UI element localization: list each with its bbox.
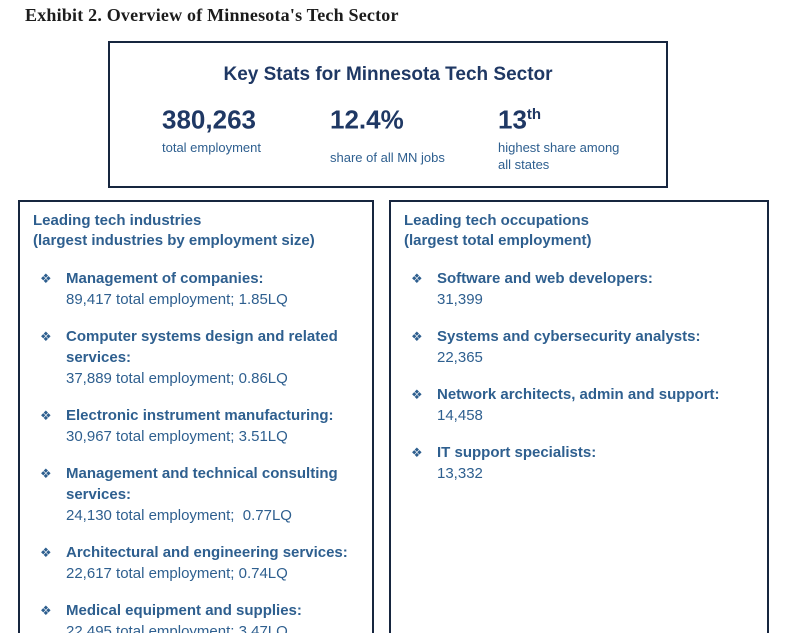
list-item: ❖ IT support specialists: 13,332 bbox=[404, 442, 755, 484]
list-item: ❖ Software and web developers: 31,399 bbox=[404, 268, 755, 310]
item-title: IT support specialists: bbox=[437, 444, 597, 461]
stat-value: 12.4% bbox=[330, 104, 404, 135]
item-title: Management and technical consulting serv… bbox=[66, 465, 338, 503]
stat-label: highest share among all states bbox=[498, 139, 620, 172]
key-stats-row: 380,263 total employment 12.4% share of … bbox=[110, 101, 666, 173]
item-detail: 31,399 bbox=[437, 291, 483, 308]
key-stats-box: Key Stats for Minnesota Tech Sector 380,… bbox=[108, 41, 668, 188]
list-item: ❖ Systems and cybersecurity analysts: 22… bbox=[404, 326, 755, 368]
diamond-bullet-icon: ❖ bbox=[40, 603, 52, 618]
item-title: Systems and cybersecurity analysts: bbox=[437, 328, 701, 345]
item-detail: 13,332 bbox=[437, 465, 483, 482]
panel-title: Leading tech industries (largest industr… bbox=[33, 211, 360, 251]
item-title: Software and web developers: bbox=[437, 270, 653, 287]
item-title: Electronic instrument manufacturing: bbox=[66, 407, 334, 424]
panel-items: ❖ Management of companies: 89,417 total … bbox=[33, 268, 360, 633]
stat-state-rank: 13th highest share among all states bbox=[498, 101, 666, 173]
panel-title-line1: Leading tech occupations bbox=[404, 212, 590, 229]
stat-label: total employment bbox=[162, 139, 261, 155]
list-item: ❖ Architectural and engineering services… bbox=[33, 542, 360, 584]
diamond-bullet-icon: ❖ bbox=[411, 445, 423, 460]
stat-share-of-jobs: 12.4% share of all MN jobs bbox=[330, 101, 498, 173]
panel-leading-tech-occupations: Leading tech occupations (largest total … bbox=[389, 200, 769, 633]
list-item: ❖ Management and technical consulting se… bbox=[33, 463, 360, 526]
stat-value: 380,263 bbox=[162, 104, 256, 135]
diamond-bullet-icon: ❖ bbox=[40, 329, 52, 344]
panel-leading-tech-industries: Leading tech industries (largest industr… bbox=[18, 200, 374, 633]
list-item: ❖ Medical equipment and supplies: 22,495… bbox=[33, 600, 360, 633]
panel-title-line2: (largest total employment) bbox=[404, 232, 592, 249]
panel-items: ❖ Software and web developers: 31,399 ❖ … bbox=[404, 268, 755, 484]
item-title: Management of companies: bbox=[66, 270, 264, 287]
item-detail: 22,495 total employment; 3.47LQ bbox=[66, 623, 288, 633]
item-title: Computer systems design and related serv… bbox=[66, 328, 338, 366]
list-item: ❖ Network architects, admin and support:… bbox=[404, 384, 755, 426]
diamond-bullet-icon: ❖ bbox=[411, 271, 423, 286]
stat-total-employment: 380,263 total employment bbox=[162, 101, 330, 173]
item-detail: 14,458 bbox=[437, 407, 483, 424]
page-title: Exhibit 2. Overview of Minnesota's Tech … bbox=[25, 5, 399, 25]
item-detail: 22,365 bbox=[437, 349, 483, 366]
item-title: Medical equipment and supplies: bbox=[66, 602, 302, 619]
panel-title-line2: (largest industries by employment size) bbox=[33, 232, 315, 249]
diamond-bullet-icon: ❖ bbox=[40, 466, 52, 481]
panels-row: Leading tech industries (largest industr… bbox=[18, 200, 787, 633]
diamond-bullet-icon: ❖ bbox=[411, 387, 423, 402]
list-item: ❖ Computer systems design and related se… bbox=[33, 326, 360, 389]
diamond-bullet-icon: ❖ bbox=[40, 545, 52, 560]
stat-label: share of all MN jobs bbox=[330, 149, 445, 165]
item-detail: 37,889 total employment; 0.86LQ bbox=[66, 370, 288, 387]
item-detail: 24,130 total employment; 0.77LQ bbox=[66, 507, 292, 524]
stat-value: 13th bbox=[498, 104, 542, 135]
diamond-bullet-icon: ❖ bbox=[40, 408, 52, 423]
panel-title-line1: Leading tech industries bbox=[33, 212, 202, 229]
item-detail: 89,417 total employment; 1.85LQ bbox=[66, 291, 288, 308]
panel-title: Leading tech occupations (largest total … bbox=[404, 211, 755, 251]
diamond-bullet-icon: ❖ bbox=[40, 271, 52, 286]
item-title: Network architects, admin and support: bbox=[437, 386, 720, 403]
item-detail: 22,617 total employment; 0.74LQ bbox=[66, 565, 288, 582]
item-detail: 30,967 total employment; 3.51LQ bbox=[66, 428, 288, 445]
list-item: ❖ Management of companies: 89,417 total … bbox=[33, 268, 360, 310]
stat-superscript: th bbox=[526, 106, 542, 123]
diamond-bullet-icon: ❖ bbox=[411, 329, 423, 344]
key-stats-heading: Key Stats for Minnesota Tech Sector bbox=[223, 64, 553, 85]
item-title: Architectural and engineering services: bbox=[66, 544, 348, 561]
list-item: ❖ Electronic instrument manufacturing: 3… bbox=[33, 405, 360, 447]
